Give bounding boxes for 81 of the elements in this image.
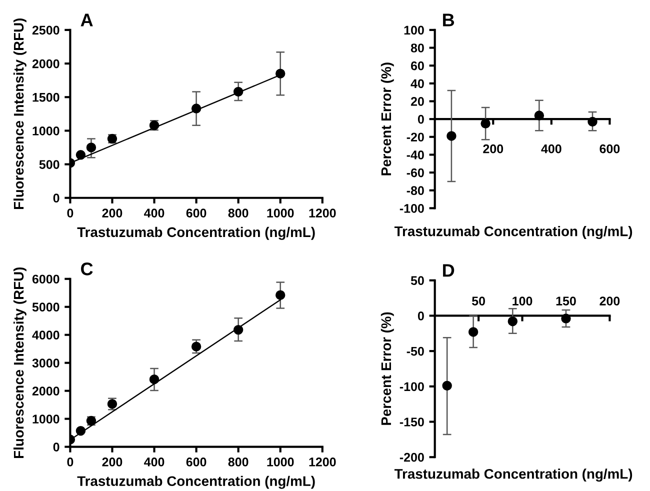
y-tick-label: 1500 bbox=[32, 92, 60, 102]
point bbox=[191, 104, 202, 114]
x-tick-label: 100 bbox=[512, 296, 532, 306]
x-tick-label: 200 bbox=[102, 208, 122, 218]
y-tick-label: 2000 bbox=[32, 386, 60, 396]
x-tick-label: 200 bbox=[600, 296, 620, 306]
y-axis-title: Percent Error (%) bbox=[380, 62, 394, 176]
x-tick-label: 600 bbox=[186, 208, 206, 218]
x-tick-label: 0 bbox=[67, 458, 74, 466]
point bbox=[191, 342, 202, 352]
y-tick-label: 1000 bbox=[32, 126, 60, 136]
y-tick-label: 6000 bbox=[32, 274, 60, 284]
x-axis-title: Trastuzumab Concentration (ng/mL) bbox=[394, 468, 632, 482]
y-axis-title: Fluorescence Intensity (RFU) bbox=[13, 267, 26, 458]
y-tick-label: 0 bbox=[418, 312, 424, 320]
y-tick-label: 20 bbox=[410, 97, 424, 106]
x-tick-label: 400 bbox=[541, 144, 562, 154]
chart-title: B bbox=[443, 14, 454, 26]
y-tick-label: 40 bbox=[410, 79, 424, 88]
y-tick-label: 0 bbox=[53, 194, 60, 203]
point bbox=[149, 374, 160, 384]
x-tick-label: 50 bbox=[472, 296, 486, 306]
x-axis-title: Trastuzumab Concentration (ng/mL) bbox=[77, 476, 315, 489]
y-tick-label: -200 bbox=[400, 452, 424, 462]
x-tick-label: 600 bbox=[186, 458, 206, 466]
point bbox=[561, 314, 571, 324]
x-tick-label: 800 bbox=[228, 458, 248, 466]
point bbox=[446, 131, 456, 141]
point bbox=[76, 426, 86, 436]
y-tick-label: 60 bbox=[410, 61, 424, 70]
x-tick-label: 200 bbox=[483, 144, 504, 154]
y-tick-label: 80 bbox=[410, 44, 424, 52]
x-tick-label: 1200 bbox=[309, 458, 336, 466]
y-tick-label: -50 bbox=[406, 346, 424, 356]
y-tick-label: 2000 bbox=[32, 59, 60, 68]
x-tick-label: 400 bbox=[144, 458, 164, 466]
x-tick-label: 1000 bbox=[267, 208, 294, 218]
x-tick-label: 150 bbox=[556, 296, 576, 306]
chart-title: C bbox=[81, 262, 93, 276]
y-tick-label: 50 bbox=[410, 276, 424, 286]
y-tick-label: -40 bbox=[406, 150, 424, 160]
y-axis-title: Fluorescence Intensity (RFU) bbox=[13, 18, 26, 210]
chart-title: D bbox=[443, 264, 454, 277]
x-axis-title: Trastuzumab Concentration (ng/mL) bbox=[77, 226, 315, 240]
y-tick-label: 100 bbox=[404, 26, 424, 35]
y-tick-label: 3000 bbox=[32, 358, 60, 368]
y-tick-label: 5000 bbox=[32, 302, 60, 312]
x-tick-label: 1000 bbox=[267, 458, 294, 466]
x-tick-label: 1200 bbox=[309, 208, 336, 218]
point bbox=[468, 327, 478, 337]
point bbox=[508, 316, 518, 326]
y-tick-label: -20 bbox=[406, 132, 424, 142]
point bbox=[276, 290, 286, 300]
y-tick-label: -100 bbox=[400, 382, 424, 392]
point bbox=[233, 324, 244, 335]
x-tick-label: 800 bbox=[228, 208, 248, 218]
point bbox=[233, 86, 244, 97]
point bbox=[588, 116, 598, 127]
point bbox=[86, 142, 96, 152]
point bbox=[76, 150, 86, 160]
x-tick-label: 200 bbox=[102, 458, 122, 466]
x-tick-label: 0 bbox=[67, 208, 74, 218]
y-tick-label: -60 bbox=[406, 168, 424, 178]
point bbox=[276, 68, 286, 78]
y-tick-label: -150 bbox=[400, 418, 424, 426]
y-tick-label: 0 bbox=[53, 442, 60, 452]
y-tick-label: 4000 bbox=[32, 330, 60, 340]
y-tick-label: -100 bbox=[400, 204, 424, 213]
point bbox=[442, 380, 452, 391]
y-axis-title: Percent Error (%) bbox=[380, 312, 394, 425]
x-tick-label: 400 bbox=[144, 208, 164, 218]
y-tick-label: 0 bbox=[418, 114, 424, 124]
chart-title: A bbox=[80, 14, 93, 26]
point bbox=[480, 118, 490, 128]
y-tick-label: 500 bbox=[39, 160, 60, 169]
x-axis-title: Trastuzumab Concentration (ng/mL) bbox=[394, 226, 632, 240]
y-tick-label: 1000 bbox=[32, 414, 60, 424]
y-tick-label: 2500 bbox=[32, 26, 60, 35]
point bbox=[534, 110, 544, 120]
x-tick-label: 600 bbox=[600, 144, 620, 154]
y-tick-label: -80 bbox=[406, 186, 424, 196]
